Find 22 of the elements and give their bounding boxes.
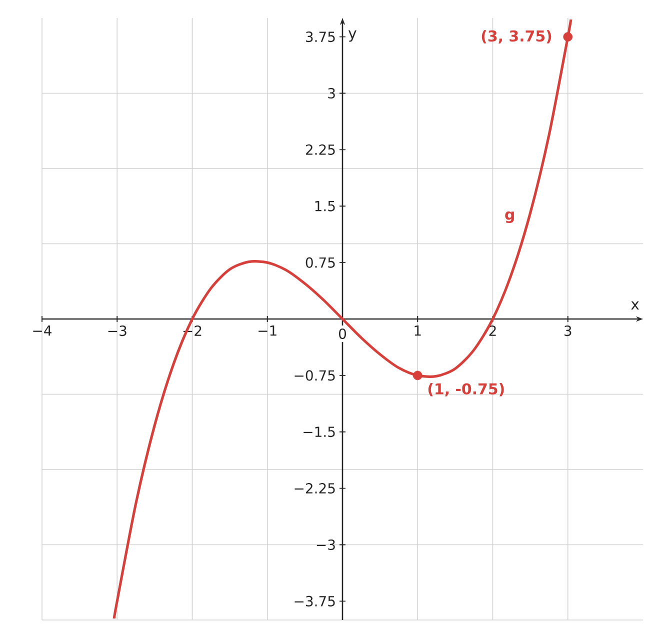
y-tick-label: −0.75 [294, 370, 335, 381]
annotation: (1, -0.75) [428, 382, 504, 396]
y-tick-label: 0.75 [306, 257, 335, 268]
x-tick-label: 1 [414, 326, 421, 336]
y-tick-label: −3.75 [294, 596, 335, 606]
y-tick-label: 3.75 [306, 32, 335, 42]
y-tick-label: −3 [316, 539, 335, 550]
x-tick-label: −4 [33, 326, 52, 336]
y-tick-label: −2.25 [294, 483, 335, 494]
y-tick-label: 3 [328, 88, 335, 99]
x-tick-label: 0 [338, 328, 346, 340]
y-tick-label: −1.5 [304, 426, 335, 438]
annotation: (3, 3.75) [482, 30, 552, 44]
x-tick-label: −3 [108, 326, 126, 336]
series-label: g [505, 211, 514, 223]
x-tick-label: 2 [489, 326, 496, 336]
x-tick-label: −1 [258, 326, 276, 336]
y-tick-label: 2.25 [306, 144, 335, 155]
y-tick-label: 1.5 [315, 200, 335, 212]
x-tick-label: 3 [564, 326, 572, 336]
y-axis-title: y [348, 30, 356, 42]
x-axis-title: x [631, 301, 639, 310]
